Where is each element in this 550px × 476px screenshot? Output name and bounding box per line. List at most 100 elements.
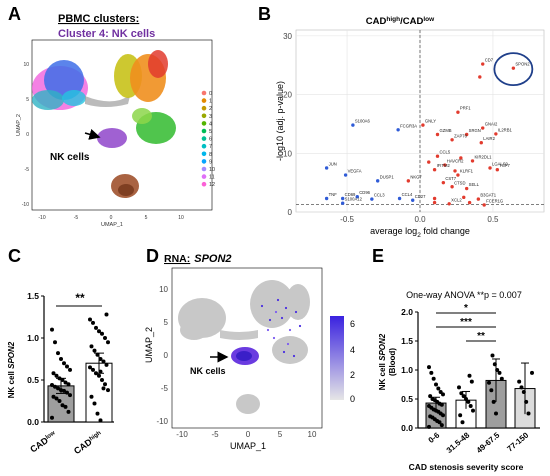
y-tick-label: 30 — [283, 32, 292, 41]
data-point — [464, 397, 468, 401]
data-point — [53, 340, 57, 345]
gene-label: SELL — [469, 182, 480, 187]
bar-c-significance: ** — [75, 291, 85, 305]
data-point — [491, 399, 496, 404]
umap-d-ylabel: UMAP_2 — [144, 327, 154, 363]
data-point — [94, 325, 98, 330]
volcano-ylabel: -log10 (adj. p-value) — [275, 81, 285, 161]
gene-label: SRGN — [469, 128, 481, 133]
volcano-point — [447, 202, 451, 206]
data-point — [60, 378, 65, 382]
legend-label: 11 — [209, 175, 215, 181]
bar-c-ylabel: NK cell SPON2 — [7, 341, 16, 398]
umap-a-ytick: -10 — [22, 202, 29, 208]
data-point — [51, 371, 56, 376]
gene-label: IL2RB1 — [498, 127, 513, 132]
legend-label: 7 — [209, 144, 212, 150]
umap-d-cluster-grey — [236, 394, 260, 414]
data-point — [436, 386, 441, 391]
umap-a-xlabel: UMAP_1 — [101, 222, 123, 228]
volcano-point — [488, 166, 492, 170]
data-point — [97, 329, 101, 334]
umap-d-xticks: -10 -5 0 5 10 — [176, 430, 317, 439]
gene-label: S100A6 — [355, 119, 371, 124]
y-tick-label: 0.5 — [401, 394, 413, 404]
volcano-point — [494, 132, 498, 136]
data-point — [427, 403, 431, 408]
data-point — [428, 414, 433, 419]
legend-label: 5 — [209, 129, 212, 135]
volcano-grid — [296, 30, 544, 213]
expression-dot — [268, 318, 272, 322]
legend-label: 12 — [209, 182, 215, 188]
spon2-highlight-circle — [493, 52, 534, 87]
umap-d-expression-dots — [260, 298, 302, 358]
gene-label: LGALS9 — [492, 161, 509, 166]
gene-label: ZAP70 — [454, 133, 467, 138]
data-point — [497, 370, 502, 375]
volcano-point — [406, 179, 411, 183]
umap-d-plot — [171, 267, 323, 429]
x-tick-label: 0.5 — [487, 215, 499, 224]
gene-label: IFITM2 — [437, 163, 451, 168]
data-point — [68, 393, 72, 398]
colorbar-tick: 6 — [350, 319, 355, 329]
x-tick-label: 49-67.5 — [475, 430, 502, 455]
umap-d-ytick: -10 — [156, 417, 168, 426]
panel-b-letter: B — [258, 4, 271, 24]
volcano-point — [450, 185, 454, 189]
cluster-blob-red — [148, 50, 168, 78]
data-point — [54, 396, 59, 401]
colorbar — [330, 316, 344, 400]
data-point — [460, 420, 465, 425]
volcano-point — [470, 159, 475, 163]
legend-swatch — [201, 113, 207, 119]
volcano-point — [462, 195, 466, 200]
umap-d-xtick: -10 — [176, 430, 188, 439]
volcano-point — [421, 123, 425, 127]
data-point — [66, 382, 71, 387]
volcano-point — [464, 186, 469, 191]
volcano-point — [343, 173, 348, 177]
panel-a-letter: A — [8, 4, 21, 24]
volcano-point — [456, 110, 460, 114]
umap-d-ytick: 10 — [159, 285, 168, 294]
panel-c: C 0.0 0.5 1.0 1.5 NK cell SPON2 ** CADlow C… — [7, 246, 114, 456]
legend-label: 6 — [209, 137, 212, 143]
volcano-point — [432, 196, 437, 201]
gene-label: KLRF1 — [460, 169, 474, 174]
gene-label: PRF1 — [460, 106, 471, 111]
bar-c-xtick-high: CADhigh — [72, 429, 104, 456]
data-point — [50, 383, 54, 388]
legend-swatch — [201, 105, 207, 111]
data-point — [430, 397, 435, 401]
sig-stars: * — [464, 303, 468, 314]
y-tick-label: 1.0 — [401, 365, 413, 375]
data-point — [91, 320, 95, 325]
expression-dot — [292, 354, 296, 358]
volcano-point — [432, 200, 437, 205]
data-point — [57, 376, 62, 381]
data-point — [66, 409, 71, 414]
volcano-point — [495, 168, 500, 172]
bar-chart-e: 0.00.51.01.52.00-6 31.5-48 49-67.5 77-150**… — [401, 303, 540, 455]
expression-dot — [298, 324, 302, 328]
legend-label: 10 — [209, 167, 215, 173]
volcano-point — [435, 154, 440, 158]
data-point — [457, 385, 461, 390]
volcano-point — [427, 160, 431, 164]
umap-a-xtick: 5 — [145, 215, 148, 221]
data-point — [88, 317, 92, 322]
data-point — [92, 348, 97, 353]
data-point — [65, 390, 69, 395]
gene-label: VEGFA — [348, 169, 362, 174]
data-point — [91, 367, 95, 372]
data-point — [468, 403, 473, 408]
data-point — [100, 378, 104, 382]
volcano-point — [453, 169, 457, 173]
sig-stars: ** — [477, 331, 485, 342]
volcano-point — [396, 128, 400, 132]
data-point — [106, 388, 110, 393]
gene-label: CCL3 — [374, 193, 385, 198]
nk-cells-label-d: NK cells — [190, 366, 226, 376]
